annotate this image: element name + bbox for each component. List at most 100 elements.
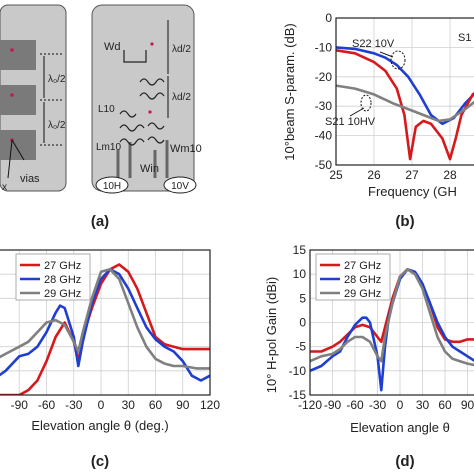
x-tick-label: -30 <box>369 398 387 412</box>
x-tick-label: -90 <box>11 398 29 412</box>
meander-v-top <box>139 78 165 100</box>
y-tick-label: 5 <box>299 291 306 305</box>
lm10-label: Lm10 <box>96 142 121 153</box>
panel-d-frame <box>309 249 474 396</box>
caption-c: (c) <box>91 453 109 470</box>
meander-h <box>119 110 145 146</box>
x-tick-label: 60 <box>149 398 163 412</box>
panel-c: -90 -60 -30 0 30 60 90 120 27 GHz 28 GHz 29 GHz E… <box>0 249 221 433</box>
panel-c-ticks: -90 -60 -30 0 30 60 90 120 <box>11 398 221 412</box>
x-tick-label: 120 <box>200 398 220 412</box>
s22-marker <box>390 50 406 70</box>
stub-top <box>123 50 147 63</box>
x-tick-label: 90 <box>461 398 474 412</box>
panel-b: 25 26 27 28 0 -10 -20 -30 -40 -50 10°beam S-param… <box>282 11 474 199</box>
x-tick-label: 30 <box>122 398 136 412</box>
via-dot <box>148 110 152 114</box>
y-tick-label: -40 <box>315 129 333 143</box>
annotation-s21: S21 10HV <box>325 116 376 128</box>
panel-b-xlabel: Frequency (GH <box>368 184 457 199</box>
via-prefix: x <box>2 182 7 193</box>
y-tick-label: -15 <box>289 388 307 402</box>
meander-v <box>147 122 165 144</box>
panel-b-series <box>336 46 474 161</box>
x-tick-label: 90 <box>176 398 190 412</box>
panel-d-series <box>310 267 474 392</box>
lambda-label-1: λd/2 <box>172 44 191 55</box>
via-dot <box>10 93 14 97</box>
wm10-label: Wm10 <box>170 143 202 155</box>
y-tick-label: 0 <box>325 11 332 25</box>
y-tick-label: 0 <box>299 316 306 330</box>
via-dot <box>150 42 154 46</box>
legend-label: 28 GHz <box>344 274 381 286</box>
s21-marker <box>360 94 372 112</box>
x-tick-label: 28 <box>443 168 457 182</box>
series-line-3 <box>310 267 474 367</box>
caption-b: (b) <box>395 213 414 230</box>
panel-c-xlabel: Elevation angle θ (deg.) <box>31 418 168 433</box>
annotation-s22: S22 10V <box>352 38 395 50</box>
wd-label: Wd <box>104 41 121 53</box>
panel-c-series <box>0 263 210 395</box>
legend-label: 27 GHz <box>44 260 81 272</box>
x-tick-label: 26 <box>367 168 381 182</box>
series-line-1 <box>0 263 210 395</box>
panel-d: -120 -90 -60 -30 0 30 60 90 15 10 5 0 -5 -10 -15 27 GH… <box>264 243 474 435</box>
x-tick-label: 30 <box>416 398 430 412</box>
spacing-label-1: λ₀/2 <box>48 74 66 85</box>
x-tick-label: 0 <box>98 398 105 412</box>
caption-a: (a) <box>91 213 109 230</box>
feed-line-h <box>116 142 132 178</box>
patch-2 <box>0 85 36 115</box>
lambda-label-2: λd/2 <box>172 92 191 103</box>
panel-d-ticks: -120 -90 -60 -30 0 30 60 90 15 10 5 0 -5 -10 -15 <box>289 243 474 412</box>
port-10h-label: 10H <box>103 181 121 192</box>
y-tick-label: -30 <box>315 99 333 113</box>
x-tick-label: 27 <box>405 168 419 182</box>
series-line-3 <box>336 84 474 123</box>
y-tick-label: 10 <box>293 267 307 281</box>
x-tick-label: -60 <box>38 398 56 412</box>
port-10v-label: 10V <box>171 181 189 192</box>
panel-b-ticks: 25 26 27 28 0 -10 -20 -30 -40 -50 <box>315 11 457 182</box>
legend-label: 27 GHz <box>344 260 381 272</box>
legend-label: 29 GHz <box>344 288 381 300</box>
y-tick-label: -5 <box>295 340 306 354</box>
vias-label: vias <box>20 173 40 185</box>
series-line-1 <box>336 46 474 126</box>
via-dot <box>10 48 14 52</box>
feed-line-v <box>153 140 169 178</box>
patch-3 <box>0 130 36 160</box>
win-label: Win <box>140 163 159 175</box>
panel-b-frame <box>335 17 474 166</box>
x-tick-label: -60 <box>346 398 364 412</box>
x-tick-label: 60 <box>438 398 452 412</box>
y-tick-label: -50 <box>315 158 333 172</box>
x-tick-label: 25 <box>329 168 343 182</box>
y-tick-label: -10 <box>289 364 307 378</box>
panel-d-xlabel: Elevation angle θ <box>350 420 450 435</box>
spacing-label-2: λ₀/2 <box>48 120 66 131</box>
s21-pointer <box>349 107 365 117</box>
l10-label: L10 <box>98 104 115 115</box>
series-line-2 <box>336 49 474 161</box>
series-line-3 <box>0 267 210 370</box>
y-tick-label: 15 <box>293 243 307 257</box>
x-tick-label: -120 <box>298 398 322 412</box>
patch-1 <box>0 40 36 70</box>
port-10v <box>163 176 197 194</box>
y-tick-label: -10 <box>315 40 333 54</box>
panel-c-frame <box>0 249 211 396</box>
panel-d-legend: 27 GHz 28 GHz 29 GHz <box>315 253 391 301</box>
panel-d-ylabel: 10° H-pol Gain (dBi) <box>264 277 279 393</box>
port-10h <box>95 176 129 194</box>
x-tick-label: -90 <box>324 398 342 412</box>
series-line-2 <box>0 267 210 382</box>
legend-label: 28 GHz <box>44 274 81 286</box>
panel-b-ylabel: 10°beam S-param. (dB) <box>282 23 297 160</box>
x-tick-label: -30 <box>65 398 83 412</box>
panel-a: λ₀/2 λ₀/2 x vias λd/2 λd/2 Wd L10 Lm10 W… <box>0 4 202 194</box>
panel-c-legend: 27 GHz 28 GHz 29 GHz <box>15 253 91 301</box>
